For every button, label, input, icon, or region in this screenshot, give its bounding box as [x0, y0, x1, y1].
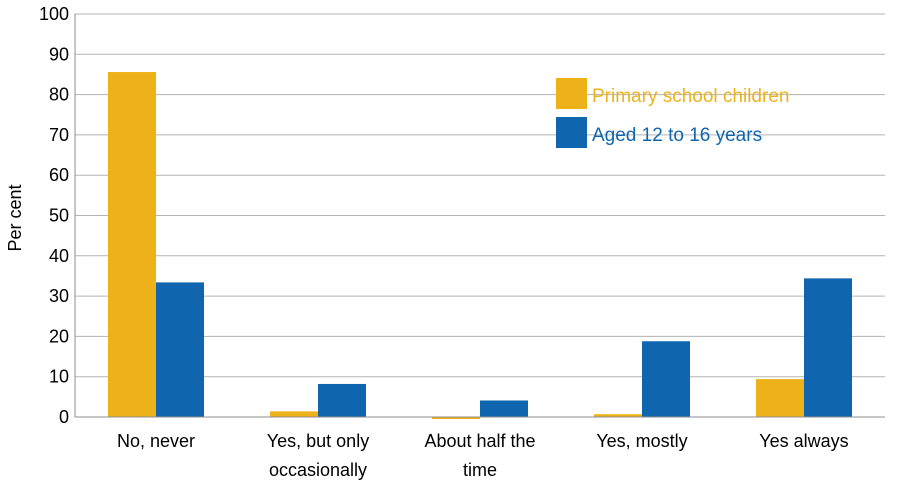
y-tick-label: 40	[49, 246, 69, 266]
x-tick-label: Yes, but only	[267, 431, 369, 451]
bar-primary	[108, 72, 156, 418]
bar-aged-12-16	[318, 383, 366, 417]
legend-swatch	[556, 117, 587, 148]
x-tick-label: occasionally	[269, 460, 367, 480]
bar-aged-12-16	[804, 278, 852, 417]
y-tick-label: 90	[49, 44, 69, 64]
y-tick-labels: 0 10 20 30 40 50 60 70 80 90 100	[39, 4, 69, 427]
legend: Primary school children Aged 12 to 16 yea…	[556, 78, 789, 148]
x-tick-label: time	[463, 460, 497, 480]
y-tick-label: 30	[49, 286, 69, 306]
y-tick-label: 100	[39, 4, 69, 24]
axes	[74, 14, 885, 418]
y-tick-label: 10	[49, 367, 69, 387]
x-tick-labels: No, never Yes, but only occasionally About …	[117, 431, 849, 480]
y-tick-label: 0	[59, 407, 69, 427]
bar-aged-12-16	[480, 400, 528, 417]
y-tick-label: 70	[49, 125, 69, 145]
bar-primary	[756, 379, 804, 417]
x-tick-label: About half the	[424, 431, 535, 451]
x-tick-label: Yes, mostly	[596, 431, 687, 451]
legend-label: Aged 12 to 16 years	[592, 125, 762, 146]
bars	[108, 72, 852, 420]
x-tick-label: No, never	[117, 431, 195, 451]
y-tick-label: 60	[49, 165, 69, 185]
y-tick-label: 50	[49, 206, 69, 226]
y-tick-label: 20	[49, 326, 69, 346]
gridlines	[75, 13, 885, 378]
legend-swatch	[556, 78, 587, 109]
bar-primary	[594, 414, 642, 417]
y-tick-label: 80	[49, 85, 69, 105]
bar-aged-12-16	[156, 282, 204, 417]
bar-primary	[270, 411, 318, 417]
legend-label: Primary school children	[592, 86, 789, 107]
x-tick-label: Yes always	[759, 431, 848, 451]
y-axis-label: Per cent	[5, 184, 25, 251]
bar-aged-12-16	[642, 341, 690, 417]
bar-primary	[432, 417, 480, 420]
